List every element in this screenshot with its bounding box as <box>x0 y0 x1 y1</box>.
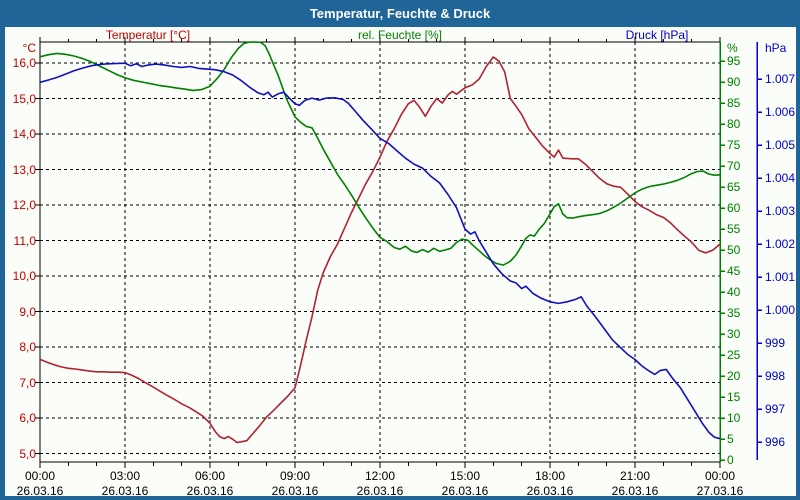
humidity-tick-label: 95 <box>727 54 741 68</box>
axis-titles-row: Temperatur [°C] rel. Feuchte [%] Druck [… <box>0 27 800 43</box>
pressure-tick-label: 997 <box>765 402 786 416</box>
time-label: 09:00 <box>279 469 311 483</box>
temperature-unit-label: °C <box>22 41 36 55</box>
pressure-tick-label: 1.001 <box>765 270 796 284</box>
time-axis-label: 15:00 26.03.16 <box>430 469 500 499</box>
humidity-unit-label: % <box>727 41 738 55</box>
time-label: 00:00 <box>704 469 736 483</box>
time-label: 00:00 <box>24 469 56 483</box>
pressure-tick-label: 1.003 <box>765 204 796 218</box>
pressure-axis-title: Druck [hPa] <box>625 28 689 42</box>
time-axis-label: 00:00 27.03.16 <box>685 469 755 499</box>
pressure-tick-label: 1.006 <box>765 105 796 119</box>
window-border-right <box>796 0 800 500</box>
date-label: 26.03.16 <box>16 484 64 498</box>
pressure-tick-label: 1.005 <box>765 138 796 152</box>
time-axis-label: 09:00 26.03.16 <box>260 469 330 499</box>
humidity-tick-label: 55 <box>727 222 741 236</box>
temperature-tick-label: 16,0 <box>12 56 36 70</box>
pressure-tick-label: 1.000 <box>765 303 796 317</box>
pressure-tick-label: 1.002 <box>765 237 796 251</box>
humidity-tick-label: 5 <box>727 432 734 446</box>
time-axis-label: 12:00 26.03.16 <box>345 469 415 499</box>
humidity-tick-label: 20 <box>727 369 741 383</box>
window-border-left <box>0 0 5 500</box>
humidity-tick-label: 65 <box>727 180 741 194</box>
window-border-bottom <box>0 496 800 500</box>
time-label: 06:00 <box>194 469 226 483</box>
date-label: 26.03.16 <box>101 484 149 498</box>
temperature-tick-label: 11,0 <box>13 233 36 248</box>
humidity-tick-label: 40 <box>727 285 741 299</box>
temperature-axis-title: Temperatur [°C] <box>105 28 191 42</box>
time-axis-label: 00:00 26.03.16 <box>5 469 75 499</box>
pressure-tick-label: 999 <box>765 336 786 350</box>
humidity-tick-label: 75 <box>727 138 741 152</box>
temperature-tick-label: 6,0 <box>19 411 36 425</box>
humidity-tick-label: 10 <box>727 411 741 425</box>
temperature-tick-label: 8,0 <box>19 340 36 354</box>
humidity-tick-label: 60 <box>727 201 741 215</box>
temperature-tick-label: 13,0 <box>12 162 36 177</box>
series-line-humidity <box>39 41 721 266</box>
time-label: 03:00 <box>109 469 141 483</box>
humidity-tick-label: 35 <box>727 306 741 320</box>
temperature-tick-label: 10,0 <box>12 269 36 283</box>
series-line-temperature <box>39 56 721 444</box>
pressure-tick-label: 1.007 <box>765 72 796 86</box>
time-label: 15:00 <box>449 469 481 483</box>
humidity-tick-label: 15 <box>727 390 741 404</box>
date-label: 26.03.16 <box>611 484 659 498</box>
date-label: 26.03.16 <box>271 484 319 498</box>
pressure-unit-label: hPa <box>765 41 787 55</box>
humidity-axis-title: rel. Feuchte [%] <box>357 28 443 42</box>
time-label: 12:00 <box>364 469 396 483</box>
time-axis-label: 03:00 26.03.16 <box>90 469 160 499</box>
humidity-tick-label: 70 <box>727 159 741 173</box>
humidity-tick-label: 25 <box>727 348 741 362</box>
humidity-tick-label: 80 <box>727 117 741 131</box>
pressure-tick-label: 996 <box>765 435 786 449</box>
temperature-tick-label: 15,0 <box>12 91 36 106</box>
humidity-tick-label: 45 <box>727 264 741 278</box>
time-axis-label: 06:00 26.03.16 <box>175 469 245 499</box>
date-label: 26.03.16 <box>186 484 234 498</box>
humidity-tick-label: 50 <box>727 243 741 257</box>
temperature-tick-label: 7,0 <box>19 375 36 390</box>
window-titlebar[interactable]: Temperatur, Feuchte & Druck <box>0 0 800 27</box>
pressure-tick-label: 1.004 <box>765 171 796 185</box>
humidity-tick-label: 85 <box>727 96 741 110</box>
date-label: 26.03.16 <box>526 484 574 498</box>
window-title: Temperatur, Feuchte & Druck <box>309 6 491 21</box>
date-label: 27.03.16 <box>696 484 744 498</box>
temperature-tick-label: 5,0 <box>19 446 36 461</box>
temperature-tick-label: 14,0 <box>12 127 36 141</box>
humidity-tick-label: 30 <box>727 327 741 341</box>
time-label: 18:00 <box>534 469 566 483</box>
temperature-tick-label: 12,0 <box>12 198 36 212</box>
humidity-tick-label: 90 <box>727 75 741 89</box>
humidity-tick-label: 0 <box>727 453 734 467</box>
date-label: 26.03.16 <box>441 484 489 498</box>
time-label: 21:00 <box>619 469 651 483</box>
date-label: 26.03.16 <box>356 484 404 498</box>
series-line-pressure <box>39 62 721 440</box>
time-axis-label: 21:00 26.03.16 <box>600 469 670 499</box>
temperature-tick-label: 9,0 <box>19 304 36 319</box>
time-axis-label: 18:00 26.03.16 <box>515 469 585 499</box>
pressure-tick-label: 998 <box>765 369 786 383</box>
